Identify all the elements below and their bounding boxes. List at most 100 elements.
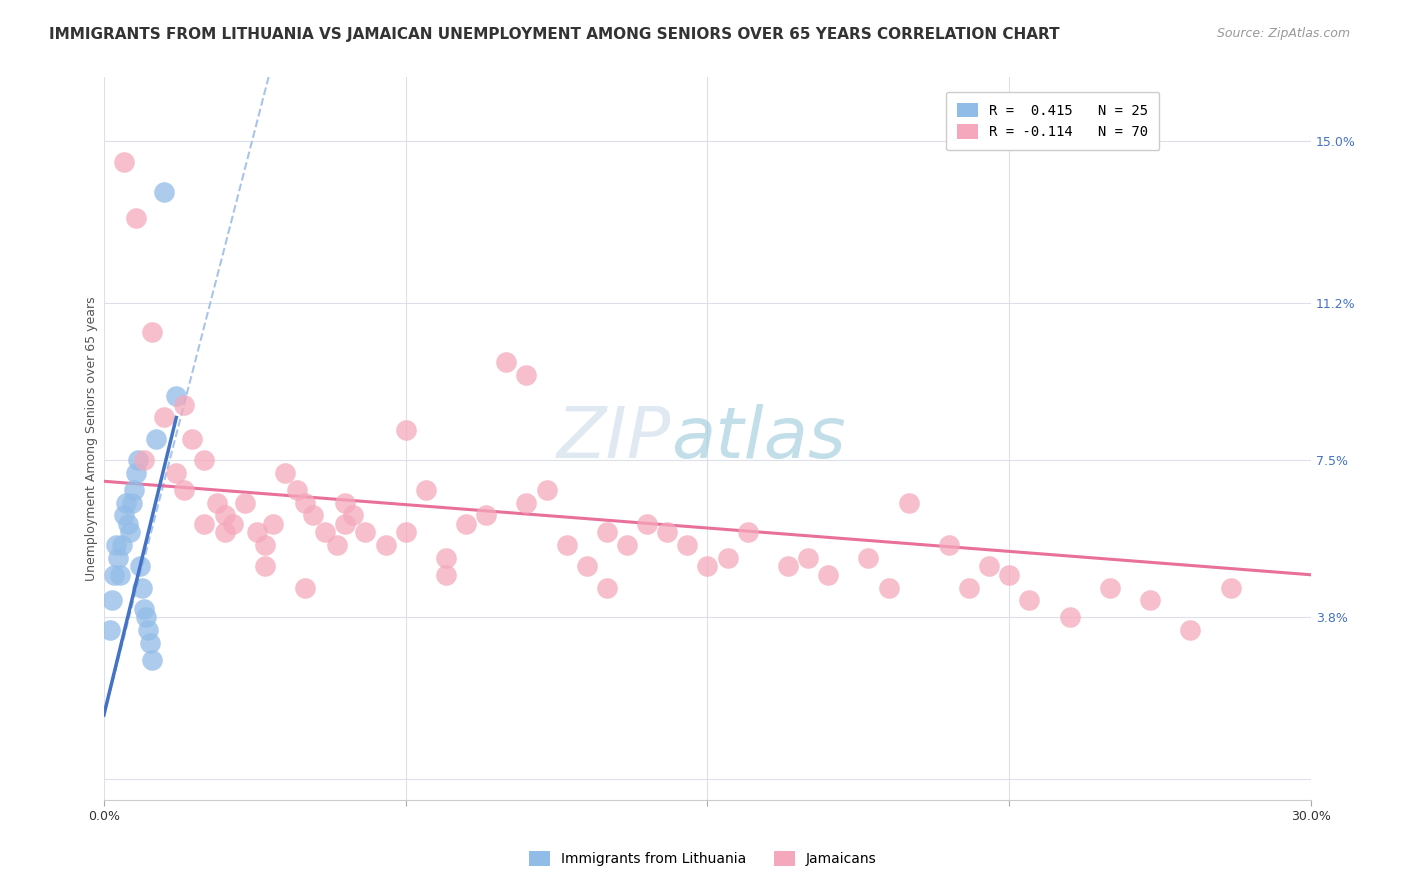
Point [1219,581,1241,595]
Point [454,516,477,531]
Point [374,538,396,552]
Point [141,326,163,340]
Point [1180,623,1202,637]
Point [141,653,163,667]
Point [897,495,920,509]
Point [214,525,236,540]
Point [797,550,820,565]
Point [998,567,1021,582]
Point [111,538,134,552]
Point [335,516,357,531]
Point [776,559,799,574]
Point [132,601,155,615]
Legend: R =  0.415   N = 25, R = -0.114   N = 70: R = 0.415 N = 25, R = -0.114 N = 70 [946,92,1160,151]
Point [103,567,125,582]
Point [145,432,167,446]
Point [233,495,256,509]
Point [536,483,558,497]
Point [979,559,1001,574]
Point [285,483,308,497]
Point [938,538,960,552]
Point [616,538,638,552]
Point [117,516,139,531]
Point [817,567,839,582]
Point [596,525,619,540]
Point [104,538,127,552]
Legend: Immigrants from Lithuania, Jamaicans: Immigrants from Lithuania, Jamaicans [523,846,883,871]
Point [135,610,157,624]
Point [858,550,880,565]
Point [262,516,284,531]
Point [294,581,316,595]
Point [118,525,141,540]
Point [302,508,325,523]
Point [515,368,537,382]
Point [181,432,204,446]
Point [127,453,149,467]
Point [335,495,357,509]
Point [246,525,269,540]
Point [122,483,145,497]
Point [153,185,176,199]
Point [165,389,187,403]
Point [737,525,759,540]
Point [153,410,176,425]
Point [131,581,153,595]
Point [294,495,316,509]
Point [129,559,152,574]
Point [342,508,364,523]
Text: Source: ZipAtlas.com: Source: ZipAtlas.com [1216,27,1350,40]
Point [395,525,418,540]
Point [1018,593,1040,607]
Point [139,636,162,650]
Point [1059,610,1081,624]
Point [253,559,276,574]
Point [657,525,679,540]
Point [434,550,457,565]
Point [596,581,619,595]
Point [193,453,215,467]
Point [107,550,129,565]
Point [221,516,243,531]
Point [121,495,143,509]
Point [515,495,537,509]
Point [415,483,437,497]
Point [495,355,517,369]
Point [555,538,578,552]
Point [877,581,900,595]
Point [136,623,159,637]
Point [717,550,740,565]
Point [434,567,457,582]
Point [354,525,377,540]
Text: IMMIGRANTS FROM LITHUANIA VS JAMAICAN UNEMPLOYMENT AMONG SENIORS OVER 65 YEARS C: IMMIGRANTS FROM LITHUANIA VS JAMAICAN UN… [49,27,1060,42]
Point [957,581,980,595]
Point [165,466,187,480]
Point [98,623,121,637]
Point [173,483,195,497]
Point [696,559,718,574]
Point [132,453,155,467]
Point [101,593,124,607]
Point [475,508,498,523]
Point [1098,581,1121,595]
Point [115,495,138,509]
Point [326,538,349,552]
Point [193,516,215,531]
Point [112,155,135,169]
Point [274,466,297,480]
Point [676,538,699,552]
Point [1139,593,1161,607]
Point [395,423,418,437]
Point [108,567,131,582]
Point [214,508,236,523]
Text: atlas: atlas [671,404,846,474]
Point [173,398,195,412]
Point [314,525,336,540]
Point [125,211,148,225]
Text: ZIP: ZIP [557,404,671,474]
Point [112,508,135,523]
Point [205,495,228,509]
Point [125,466,148,480]
Point [253,538,276,552]
Point [575,559,598,574]
